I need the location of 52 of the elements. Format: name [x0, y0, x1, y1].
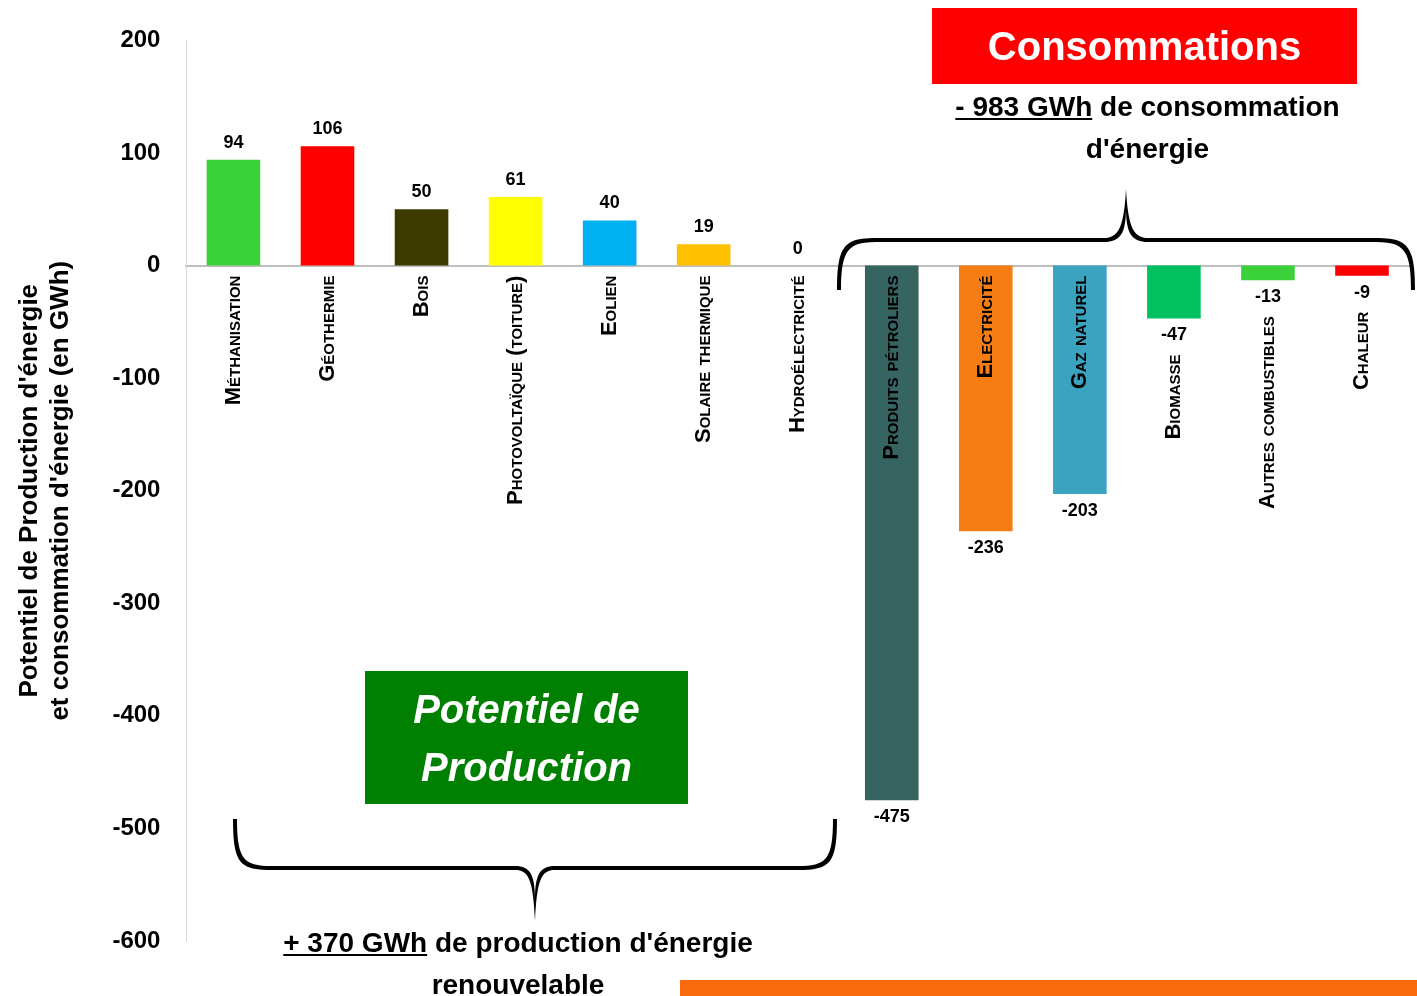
data-label: 94 — [223, 131, 244, 152]
data-label: 50 — [411, 181, 432, 202]
y-tick-label: -200 — [112, 475, 161, 503]
bar — [394, 209, 449, 266]
x-tick-label: Géothermie — [313, 275, 339, 382]
y-tick-label: -500 — [112, 813, 161, 841]
data-label: 61 — [505, 168, 526, 189]
bar — [1241, 265, 1295, 281]
y-tick-label: -300 — [112, 587, 161, 615]
y-tick-label: -600 — [112, 925, 161, 953]
y-axis-title: Potentiel de Production d'énergie et consommation d'énergie (en GWh) — [12, 260, 74, 721]
bar — [959, 265, 1013, 532]
data-label: 40 — [599, 192, 620, 213]
bar — [582, 220, 637, 266]
x-tick-label: Electricité — [971, 275, 997, 379]
annotation: - 983 GWh de consommation d'énergie — [954, 90, 1341, 166]
bar — [864, 265, 919, 801]
data-label: -13 — [1254, 286, 1281, 307]
data-label: 0 — [792, 237, 803, 258]
x-tick-label: Bois — [407, 275, 433, 318]
data-label: -9 — [1353, 281, 1370, 302]
data-label: -47 — [1160, 324, 1187, 345]
data-label: -236 — [967, 537, 1004, 558]
y-tick-label: 100 — [120, 137, 161, 165]
y-tick-label: 0 — [147, 250, 161, 278]
bar — [676, 244, 731, 266]
x-tick-label: Hydroélectricité — [783, 275, 809, 434]
y-tick-label: -400 — [112, 700, 161, 728]
annotation: Potentiel de Production — [365, 671, 688, 804]
bar — [1335, 265, 1389, 276]
data-label: -203 — [1061, 500, 1098, 521]
data-label: 19 — [693, 216, 714, 237]
x-tick-label: Biomasse — [1159, 354, 1185, 440]
x-tick-label: Gaz naturel — [1065, 275, 1091, 390]
x-tick-label: Autres combustibles — [1254, 316, 1279, 510]
x-tick-label: Eolien — [595, 275, 621, 337]
bar — [206, 159, 261, 266]
y-tick-label: -100 — [112, 362, 161, 390]
y-tick-label: 200 — [120, 25, 161, 53]
data-label: 106 — [312, 118, 343, 139]
bar — [488, 196, 543, 266]
x-tick-label: Photovoltaïque (toiture) — [501, 275, 527, 505]
annotation: Consommations — [932, 8, 1357, 84]
data-label: -475 — [873, 806, 910, 827]
x-tick-label: Méthanisation — [219, 275, 245, 406]
bar — [300, 146, 355, 266]
annotation: + 370 GWh de production d'énergie renouvelable — [282, 926, 754, 996]
bar — [1053, 265, 1107, 495]
bar — [1147, 265, 1201, 319]
x-tick-label: Solaire thermique — [689, 275, 715, 444]
x-tick-label: Chaleur — [1348, 311, 1374, 391]
x-tick-label: Produits pétroliers — [877, 275, 903, 460]
